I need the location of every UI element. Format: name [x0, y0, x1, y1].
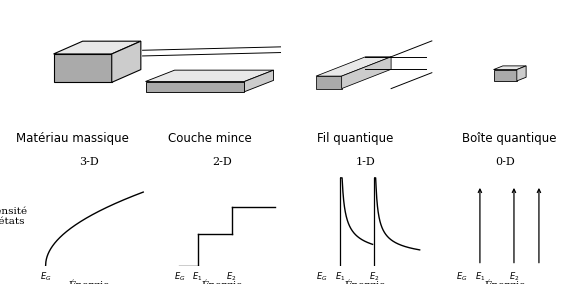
Text: Fil quantique: Fil quantique [317, 132, 393, 145]
Polygon shape [54, 41, 141, 54]
Text: $E_2$: $E_2$ [509, 270, 519, 283]
Text: Matériau massique: Matériau massique [16, 132, 129, 145]
Text: 3-D: 3-D [79, 157, 98, 167]
Polygon shape [342, 57, 391, 89]
Text: 0-D: 0-D [495, 157, 514, 167]
Text: Énergie: Énergie [484, 280, 526, 284]
Polygon shape [316, 57, 391, 76]
Text: Énergie: Énergie [202, 280, 243, 284]
Text: $E_2$: $E_2$ [226, 270, 237, 283]
Text: $E_1$: $E_1$ [335, 270, 346, 283]
Text: 1-D: 1-D [356, 157, 375, 167]
Polygon shape [494, 70, 517, 81]
Polygon shape [494, 66, 526, 70]
Polygon shape [316, 76, 342, 89]
Polygon shape [146, 82, 244, 92]
Polygon shape [54, 54, 112, 82]
Text: $E_1$: $E_1$ [475, 270, 485, 283]
Polygon shape [244, 70, 274, 92]
Text: $E_G$: $E_G$ [40, 270, 51, 283]
Text: $E_1$: $E_1$ [193, 270, 203, 283]
Polygon shape [146, 70, 274, 82]
Text: $E_G$: $E_G$ [456, 270, 467, 283]
Text: Énergie: Énergie [68, 280, 109, 284]
Text: $E_G$: $E_G$ [316, 270, 328, 283]
Text: Couche mince: Couche mince [168, 132, 251, 145]
Text: $E_G$: $E_G$ [173, 270, 185, 283]
Text: Densité
d'états: Densité d'états [0, 207, 27, 226]
Polygon shape [517, 66, 526, 81]
Text: Énergie: Énergie [345, 280, 386, 284]
Text: 2-D: 2-D [213, 157, 232, 167]
Text: $E_2$: $E_2$ [369, 270, 379, 283]
Text: Boîte quantique: Boîte quantique [462, 132, 556, 145]
Polygon shape [112, 41, 141, 82]
